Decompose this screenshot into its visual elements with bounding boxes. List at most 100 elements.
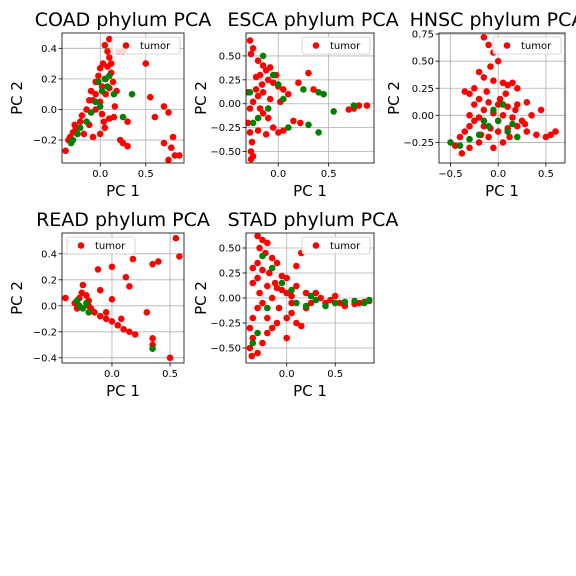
series-2-point xyxy=(264,105,272,112)
legend-box xyxy=(111,36,181,55)
y-tick-label: −0.25 xyxy=(403,138,434,149)
tumor-point xyxy=(264,282,271,290)
tumor-point xyxy=(89,133,97,141)
tumor-point xyxy=(275,129,282,136)
legend-marker-tumor xyxy=(312,242,320,249)
tumor-point xyxy=(523,128,531,135)
tumor-point xyxy=(293,319,300,327)
tumor-point xyxy=(483,88,491,95)
series-2-point xyxy=(104,83,111,90)
tumor-point xyxy=(355,102,363,109)
tumor-point xyxy=(266,64,274,71)
series-2-point xyxy=(74,130,81,138)
tumor-point xyxy=(111,103,119,110)
tumor-point xyxy=(461,128,469,135)
series-2-point xyxy=(485,122,492,130)
tumor-point xyxy=(246,119,252,127)
tumor-point xyxy=(124,118,131,125)
tumor-point xyxy=(269,124,277,131)
series-2-point xyxy=(83,118,90,125)
tumor-point xyxy=(160,139,168,147)
tumor-point xyxy=(246,324,254,332)
tumor-point xyxy=(247,155,255,163)
tumor-point xyxy=(101,124,109,132)
tumor-point xyxy=(71,121,78,129)
chart-title: HNSC phylum PCA xyxy=(410,9,576,31)
tumor-point xyxy=(514,101,521,108)
tumor-point xyxy=(80,130,88,138)
tumor-point xyxy=(129,255,137,263)
tumor-point xyxy=(109,78,117,86)
tumor-point xyxy=(264,114,272,122)
legend-marker-tumor xyxy=(312,42,320,49)
legend: tumor xyxy=(111,36,181,55)
chart-panel-5: 0.0 0.5 −0.50 −0.25 0.00 0.25 0.50 STAD phylum … xyxy=(192,209,398,400)
points-group xyxy=(62,35,183,163)
series-2-point xyxy=(288,286,295,294)
legend-marker-tumor xyxy=(503,42,511,49)
tumor-point xyxy=(160,103,168,110)
x-tick-label: 0.5 xyxy=(327,369,343,380)
y-axis-label: PC 2 xyxy=(192,281,210,315)
tumor-point xyxy=(288,309,295,317)
tumor-point xyxy=(345,106,353,113)
tumor-point xyxy=(466,112,473,119)
tumor-point xyxy=(499,139,507,146)
series-2-point xyxy=(268,264,276,272)
series-2-point xyxy=(98,87,106,95)
tumor-point xyxy=(254,92,262,100)
y-tick-label: −0.50 xyxy=(210,147,241,158)
tumor-point xyxy=(96,64,104,72)
tumor-point xyxy=(108,318,116,325)
chart-title: COAD phylum PCA xyxy=(35,9,212,31)
legend-box xyxy=(301,36,371,55)
tumor-point xyxy=(249,98,257,106)
x-tick-label: 0.0 xyxy=(279,369,295,380)
tumor-point xyxy=(331,292,339,300)
tumor-point xyxy=(176,152,183,159)
tumor-point xyxy=(249,264,257,272)
tumor-point xyxy=(107,60,115,67)
series-2-point xyxy=(490,106,497,114)
y-tick-label: 0.0 xyxy=(41,105,57,116)
tumor-point xyxy=(252,86,260,93)
series-2-point xyxy=(456,142,464,149)
tumor-point xyxy=(259,299,266,307)
tumor-point xyxy=(295,79,302,86)
tumor-point xyxy=(96,130,104,138)
tumor-point xyxy=(305,69,312,77)
tumor-point xyxy=(528,112,535,119)
series-2-point xyxy=(361,299,368,307)
tumor-point xyxy=(475,68,483,76)
y-tick-label: 0.00 xyxy=(219,294,241,305)
series-2-point xyxy=(322,302,329,310)
tumor-point xyxy=(172,234,180,242)
tumor-point xyxy=(249,45,257,52)
tumor-point xyxy=(151,113,159,121)
tumor-point xyxy=(523,99,531,106)
tumor-point xyxy=(307,299,315,307)
series-2-point xyxy=(106,72,113,80)
x-tick-label: 0.5 xyxy=(321,169,337,180)
y-tick-label: 0.25 xyxy=(219,269,241,280)
tumor-point xyxy=(290,117,297,125)
legend-label-tumor: tumor xyxy=(330,41,361,52)
tumor-point xyxy=(494,57,502,65)
tumor-point xyxy=(165,109,172,116)
y-axis-label: PC 2 xyxy=(8,281,26,315)
series-2-point xyxy=(331,299,339,307)
axes-frame xyxy=(61,232,185,364)
tumor-point xyxy=(97,312,104,320)
tumor-point xyxy=(293,282,300,290)
tumor-point xyxy=(494,101,502,108)
series-2-point xyxy=(285,124,292,131)
y-tick-label: −0.2 xyxy=(33,327,57,338)
tumor-point xyxy=(126,283,133,290)
points-group xyxy=(447,34,559,157)
chart-panel-1: 0.0 0.5 −0.2 0.0 0.2 0.4 COAD phylum PCA PC 1 PC… xyxy=(8,9,211,200)
tumor-point xyxy=(254,57,262,64)
tumor-point xyxy=(256,105,264,112)
series-2-point xyxy=(466,135,473,143)
tumor-point xyxy=(283,289,291,297)
legend-box xyxy=(66,236,136,255)
